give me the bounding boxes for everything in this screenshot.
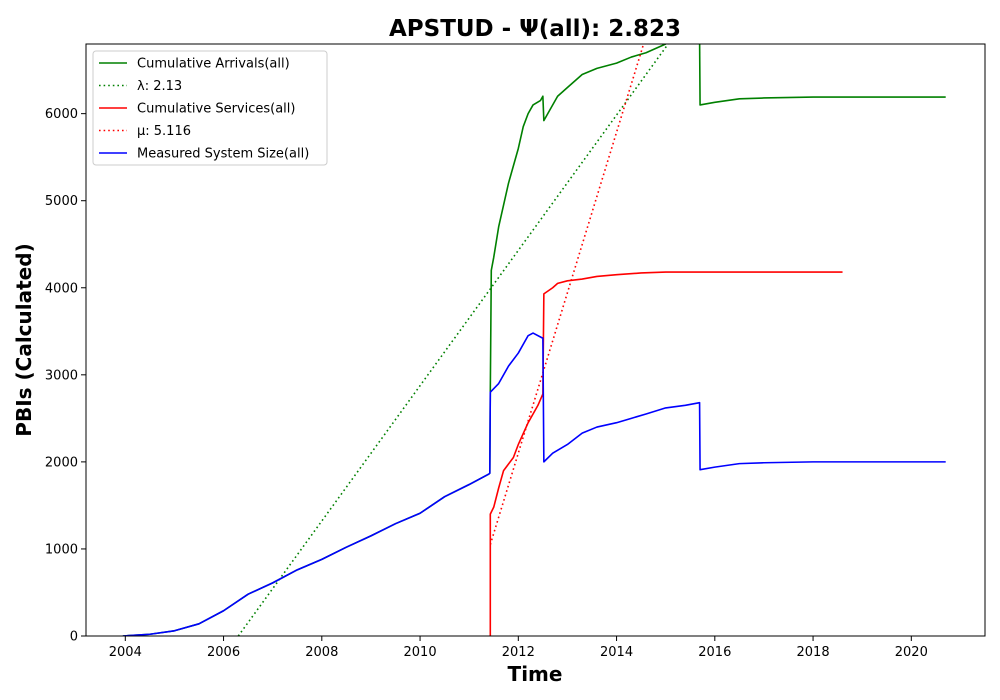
x-tick-label: 2004 [109, 645, 142, 660]
x-tick-label: 2012 [502, 645, 535, 660]
x-tick-label: 2006 [207, 645, 240, 660]
x-tick-label: 2016 [698, 645, 731, 660]
plot-area [85, 43, 986, 637]
legend-label: Measured System Size(all) [137, 147, 309, 162]
series-layer [122, 44, 946, 636]
legend-label: μ: 5.116 [137, 124, 191, 139]
x-tick-label: 2014 [600, 645, 633, 660]
y-axis-title: PBIs (Calculated) [12, 243, 36, 436]
series-line-measured-system-size-all [122, 332, 946, 636]
legend-label: Cumulative Arrivals(all) [137, 57, 290, 72]
y-axis: 0 1000 2000 3000 4000 5000 6000 [45, 107, 86, 645]
y-tick-label: 1000 [45, 542, 78, 557]
y-tick-label: 2000 [45, 455, 78, 470]
legend-box [92, 50, 328, 166]
legend-label: λ: 2.13 [137, 79, 182, 94]
y-tick-label: 5000 [45, 194, 78, 209]
x-tick-label: 2020 [895, 645, 928, 660]
series-line-cumulative-services-all [489, 271, 843, 636]
legend-label: Cumulative Services(all) [137, 102, 295, 117]
y-tick-label: 4000 [45, 281, 78, 296]
x-axis: 2004 2006 2008 2010 2012 2014 2016 2018 2020 [109, 636, 928, 660]
x-axis-title: Time [508, 662, 563, 686]
x-tick-label: 2008 [305, 645, 338, 660]
plot-frame [85, 43, 986, 637]
y-tick-label: 0 [70, 630, 78, 645]
legend: Cumulative Arrivals(all) λ: 2.13 Cumulativ… [92, 50, 328, 166]
x-tick-label: 2010 [404, 645, 437, 660]
y-tick-label: 3000 [45, 368, 78, 383]
x-tick-label: 2018 [797, 645, 830, 660]
y-tick-label: 6000 [45, 107, 78, 122]
chart-title: APSTUD - Ψ(all): 2.823 [389, 16, 681, 42]
